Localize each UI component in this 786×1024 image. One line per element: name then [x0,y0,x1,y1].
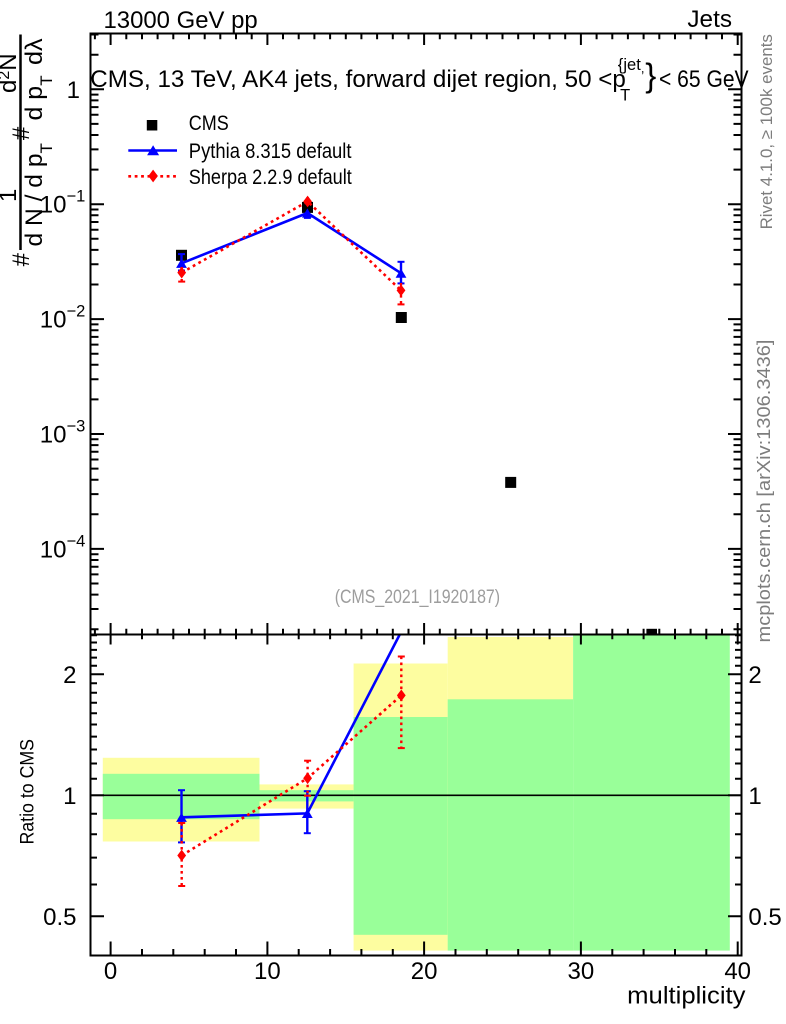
svg-text:2: 2 [63,662,76,689]
svg-text:T: T [37,75,56,85]
svg-text:,: , [641,61,645,76]
svg-text:−4: −4 [67,532,86,550]
svg-text:CMS, 13 TeV, AK4 jets, forward: CMS, 13 TeV, AK4 jets, forward dijet reg… [90,66,626,93]
svg-text:#: # [8,252,35,266]
svg-text:mcplots.cern.ch [arXiv:1306.34: mcplots.cern.ch [arXiv:1306.3436] [754,340,774,643]
svg-text:(CMS_2021_I1920187): (CMS_2021_I1920187) [335,587,500,608]
svg-text:10: 10 [40,536,67,563]
svg-text:CMS: CMS [189,112,229,135]
svg-text:10: 10 [40,422,67,449]
svg-text:0: 0 [104,958,117,985]
svg-text:T: T [37,143,56,153]
svg-text:Jets: Jets [687,6,732,33]
svg-text:multiplicity: multiplicity [627,982,745,1009]
svg-text:10: 10 [40,192,67,219]
svg-text:10: 10 [40,307,67,334]
svg-text:0.5: 0.5 [748,904,781,931]
svg-text:1: 1 [748,783,761,810]
svg-text:−2: −2 [67,303,86,321]
svg-text:Sherpa 2.2.9 default: Sherpa 2.2.9 default [189,166,352,189]
svg-text:d p: d p [21,86,48,121]
svg-text:Pythia 8.315 default: Pythia 8.315 default [189,140,352,163]
svg-text:30: 30 [568,958,595,985]
svg-text:{jet: {jet [618,56,641,74]
svg-text:dλ: dλ [21,38,48,65]
svg-text:1: 1 [63,783,76,810]
svg-text:−3: −3 [67,418,86,436]
svg-text:d N / d p: d N / d p [21,154,48,247]
svg-text:1: 1 [0,189,22,202]
svg-text:d2N: d2N [0,53,22,93]
svg-text:}: } [645,57,656,94]
svg-text:40: 40 [724,958,751,985]
svg-text:0.5: 0.5 [43,904,76,931]
svg-text:1: 1 [67,77,80,104]
svg-text:13000 GeV pp: 13000 GeV pp [104,7,258,34]
svg-text:2: 2 [748,662,761,689]
svg-text:20: 20 [411,958,438,985]
svg-text:#: # [8,126,35,140]
svg-text:−1: −1 [67,188,86,206]
svg-text:Rivet 4.1.0, ≥ 100k events: Rivet 4.1.0, ≥ 100k events [757,34,776,229]
svg-text:10: 10 [254,958,281,985]
svg-text:T: T [620,86,630,104]
svg-text:Ratio to CMS: Ratio to CMS [18,739,39,845]
